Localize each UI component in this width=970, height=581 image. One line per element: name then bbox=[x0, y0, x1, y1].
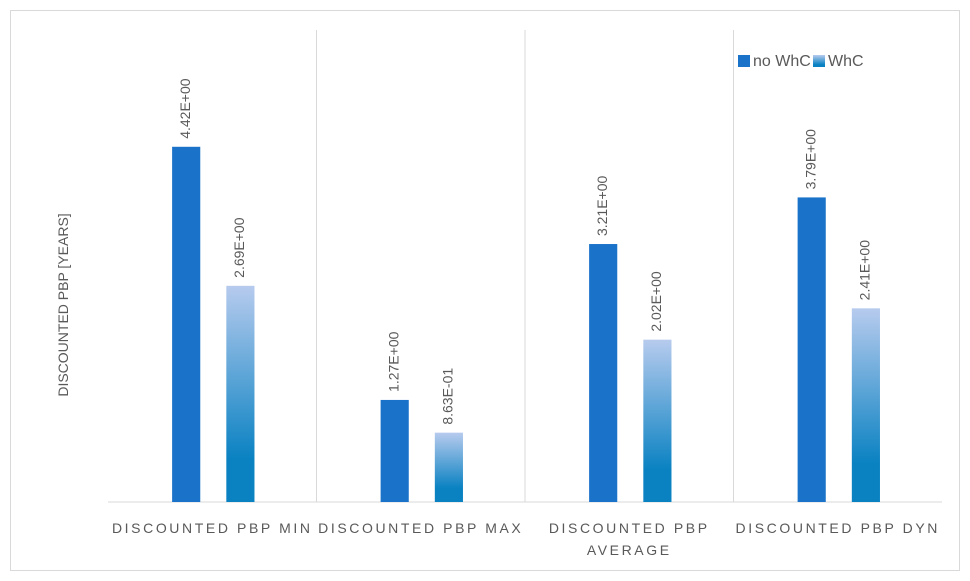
data-label: 2.02E+00 bbox=[648, 271, 664, 332]
x-tick-label: DISCOUNTED PBP AVERAGE bbox=[548, 520, 710, 558]
bar bbox=[172, 146, 201, 502]
bar bbox=[643, 339, 672, 502]
x-tick-label: DISCOUNTED PBP MIN bbox=[111, 520, 313, 536]
data-label: 2.69E+00 bbox=[231, 217, 247, 278]
legend-swatch bbox=[813, 55, 825, 67]
bar bbox=[380, 399, 409, 502]
data-label: 1.27E+00 bbox=[385, 331, 401, 392]
legend-swatch bbox=[738, 55, 750, 67]
data-label: 3.21E+00 bbox=[594, 175, 610, 236]
data-label: 3.79E+00 bbox=[802, 129, 818, 190]
bar bbox=[226, 285, 255, 502]
bar bbox=[434, 432, 463, 502]
y-axis-label: DISCOUNTED PBP [YEARS] bbox=[55, 213, 71, 396]
bar bbox=[589, 244, 618, 503]
bar bbox=[797, 197, 826, 502]
data-label: 2.41E+00 bbox=[857, 240, 873, 301]
x-tick-label: DISCOUNTED PBP DYN bbox=[735, 520, 940, 536]
legend-label: no WhC bbox=[753, 53, 811, 70]
data-label: 8.63E-01 bbox=[440, 368, 456, 425]
x-tick-label: DISCOUNTED PBP MAX bbox=[318, 520, 524, 536]
data-label: 4.42E+00 bbox=[177, 78, 193, 139]
bar bbox=[851, 308, 880, 502]
legend-label: WhC bbox=[828, 53, 864, 70]
